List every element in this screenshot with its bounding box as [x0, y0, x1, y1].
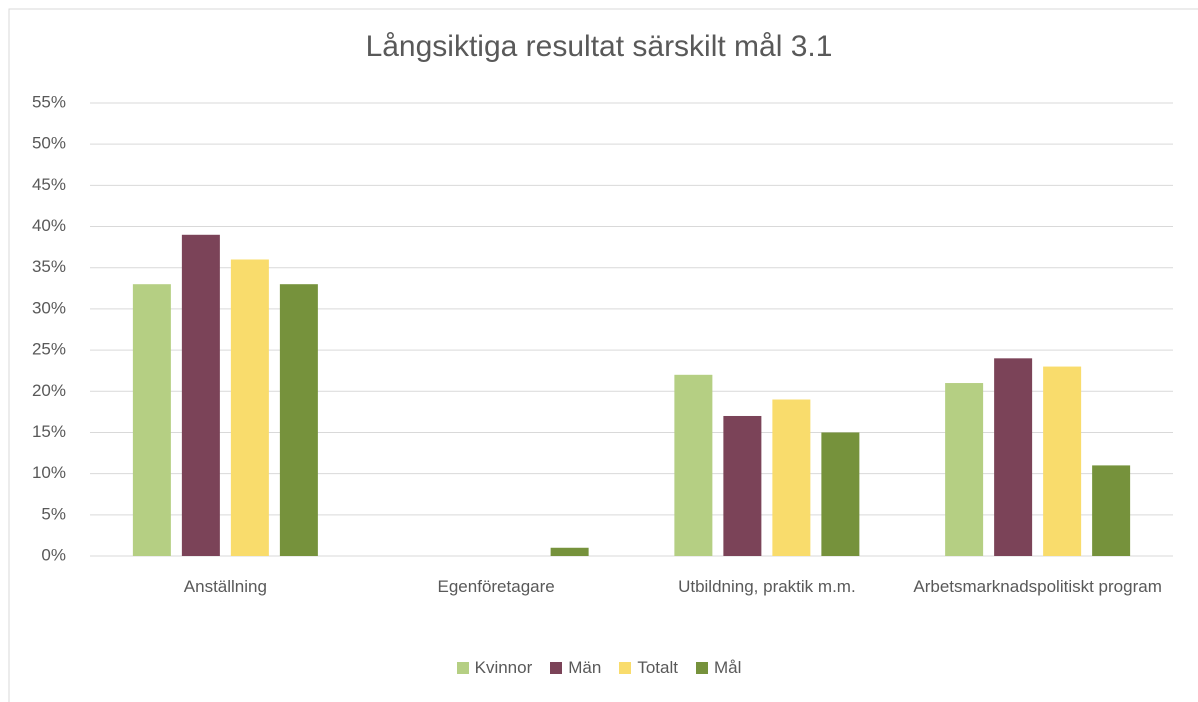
legend: Kvinnor Män Totalt Mål	[0, 658, 1198, 678]
bar	[674, 374, 713, 556]
bar	[1092, 465, 1131, 556]
bar	[945, 383, 984, 556]
x-tick-label: Anställning	[183, 577, 267, 596]
y-tick-label: 25%	[32, 340, 66, 359]
y-tick-label: 0%	[41, 545, 66, 564]
bar	[772, 399, 811, 556]
y-tick-label: 35%	[32, 257, 66, 276]
y-tick-label: 20%	[32, 381, 66, 400]
bar	[550, 547, 589, 556]
bar	[994, 358, 1033, 556]
legend-swatch	[550, 662, 563, 674]
x-tick-label: Egenföretagare	[437, 577, 555, 596]
legend-swatch	[695, 662, 708, 674]
bar	[279, 284, 318, 556]
y-tick-label: 40%	[32, 216, 66, 235]
bar	[1043, 366, 1082, 556]
legend-label: Kvinnor	[474, 658, 533, 677]
bar	[230, 259, 269, 556]
legend-label: Mål	[713, 658, 742, 677]
x-tick-label: Arbetsmarknadspolitiskt program	[913, 577, 1162, 596]
y-tick-label: 50%	[32, 134, 66, 153]
y-tick-label: 5%	[41, 504, 66, 523]
y-tick-label: 10%	[32, 463, 66, 482]
chart-title: Långsiktiga resultat särskilt mål 3.1	[366, 30, 833, 63]
legend-swatch	[456, 662, 469, 674]
legend-item: Totalt	[619, 658, 678, 678]
y-tick-label: 15%	[32, 422, 66, 441]
legend-item: Män	[550, 658, 601, 678]
y-tick-label: 55%	[32, 92, 66, 111]
legend-label: Totalt	[637, 658, 678, 677]
x-tick-label: Utbildning, praktik m.m.	[678, 577, 856, 596]
y-tick-label: 30%	[32, 298, 66, 317]
legend-item: Kvinnor	[456, 658, 533, 678]
legend-item: Mål	[695, 658, 742, 678]
bar	[723, 415, 762, 556]
bar	[181, 234, 220, 557]
legend-label: Män	[568, 658, 602, 677]
chart-border	[8, 8, 1198, 702]
y-tick-label: 45%	[32, 175, 66, 194]
legend-swatch	[619, 662, 632, 674]
bar	[132, 284, 171, 556]
bar	[821, 432, 860, 556]
